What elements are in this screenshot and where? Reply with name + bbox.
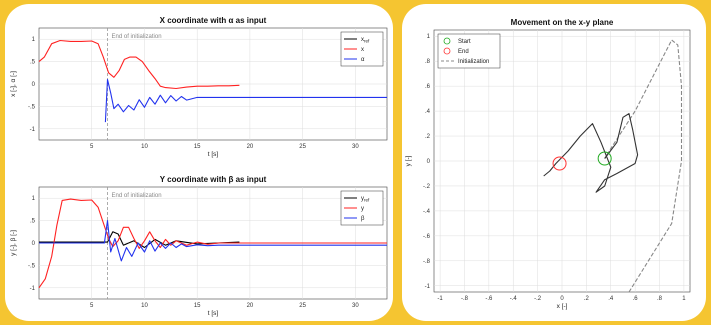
x-tick-label: .2 bbox=[584, 296, 590, 302]
marker-end bbox=[552, 156, 567, 171]
legend-box bbox=[437, 33, 501, 69]
y-tick-label: 1 bbox=[32, 196, 36, 202]
y-tick-label: 0 bbox=[32, 241, 36, 247]
y-tick-label: -.5 bbox=[28, 104, 36, 110]
y-tick-label: -.6 bbox=[423, 234, 431, 240]
x-tick-label: 25 bbox=[299, 144, 306, 150]
x-tick-label: -.4 bbox=[510, 296, 518, 302]
x-tick-label: 5 bbox=[90, 303, 94, 309]
y-tick-label: .4 bbox=[425, 109, 431, 115]
chart-title: Movement on the x-y plane bbox=[511, 18, 614, 27]
legend-label: α bbox=[361, 57, 365, 63]
legend-label: y bbox=[361, 206, 364, 212]
y-tick-label: 0 bbox=[32, 82, 36, 88]
legend-swatch bbox=[443, 47, 451, 55]
series-line-0 bbox=[604, 39, 683, 293]
x-tick-label: 1 bbox=[682, 296, 686, 302]
legend-label: x bbox=[361, 47, 364, 53]
y-tick-label: -1 bbox=[425, 284, 431, 290]
y-tick-label: -1 bbox=[30, 286, 36, 292]
legend-label: Start bbox=[458, 39, 471, 45]
legend-label: xref bbox=[361, 37, 370, 44]
x-tick-label: 15 bbox=[194, 144, 201, 150]
y-tick-label: -.5 bbox=[28, 263, 36, 269]
x-tick-label: 10 bbox=[141, 144, 148, 150]
x-tick-label: -.2 bbox=[534, 296, 542, 302]
y-tick-label: -.2 bbox=[423, 184, 431, 190]
y-axis-label: y [-] bbox=[405, 155, 412, 166]
annotation-text: End of initialization bbox=[112, 193, 162, 199]
legend-box bbox=[340, 190, 384, 226]
legend-label: Initialization bbox=[458, 59, 489, 65]
x-tick-label: 30 bbox=[352, 144, 359, 150]
chart-title: X coordinate with α as input bbox=[160, 16, 267, 25]
y-tick-label: 0 bbox=[427, 159, 431, 165]
x-tick-label: -.6 bbox=[485, 296, 493, 302]
x-tick-label: 25 bbox=[299, 303, 306, 309]
y-tick-label: 1 bbox=[32, 37, 36, 43]
legend-label: End bbox=[458, 49, 469, 55]
x-tick-label: 30 bbox=[352, 303, 359, 309]
x-tick-label: -.8 bbox=[461, 296, 469, 302]
series-line-1 bbox=[38, 198, 387, 289]
y-axis-label: x [-], α [-] bbox=[10, 71, 17, 97]
x-tick-label: 0 bbox=[560, 296, 564, 302]
x-tick-label: 20 bbox=[247, 144, 254, 150]
left-panel: X coordinate with α as input 5 10 15 20 25 30-… bbox=[5, 4, 393, 321]
y-tick-label: -.4 bbox=[423, 209, 431, 215]
y-tick-label: .5 bbox=[30, 219, 36, 225]
y-axis-label: y [-], β [-] bbox=[10, 230, 17, 256]
legend-swatch bbox=[443, 37, 451, 45]
x-tick-label: 15 bbox=[194, 303, 201, 309]
annotation-text: End of initialization bbox=[112, 34, 162, 40]
series-line-2 bbox=[104, 78, 387, 123]
x-tick-label: .4 bbox=[608, 296, 614, 302]
y-tick-label: .6 bbox=[425, 84, 431, 90]
legend-label: β bbox=[361, 216, 365, 222]
x-tick-label: .6 bbox=[633, 296, 639, 302]
right-panel: Movement on the x-y plane -1 -.8 -.6 -.4 -.2 0… bbox=[402, 4, 706, 321]
x-tick-label: .8 bbox=[657, 296, 663, 302]
series-line-1 bbox=[543, 113, 639, 193]
x-tick-label: 5 bbox=[90, 144, 94, 150]
x-axis-label: t [s] bbox=[208, 310, 219, 317]
y-tick-label: .8 bbox=[425, 59, 431, 65]
y-tick-label: .5 bbox=[30, 60, 36, 66]
series-line-2 bbox=[39, 220, 387, 262]
x-tick-label: 10 bbox=[141, 303, 148, 309]
x-axis-label: x [-] bbox=[557, 303, 568, 310]
series-line-1 bbox=[38, 39, 240, 90]
x-axis-label: t [s] bbox=[208, 151, 219, 158]
x-tick-label: -1 bbox=[437, 296, 443, 302]
xy-plane-chart: Movement on the x-y plane -1 -.8 -.6 -.4 -.2 0… bbox=[405, 18, 691, 310]
y-tick-label: -1 bbox=[30, 127, 36, 133]
chart-title: Y coordinate with β as input bbox=[160, 175, 267, 184]
y-tick-label: .2 bbox=[425, 134, 431, 140]
y-tick-label: 1 bbox=[427, 34, 431, 40]
legend-label: yref bbox=[361, 196, 370, 203]
x-tick-label: 20 bbox=[247, 303, 254, 309]
marker-start bbox=[597, 151, 612, 166]
y-tick-label: -.8 bbox=[423, 259, 431, 265]
